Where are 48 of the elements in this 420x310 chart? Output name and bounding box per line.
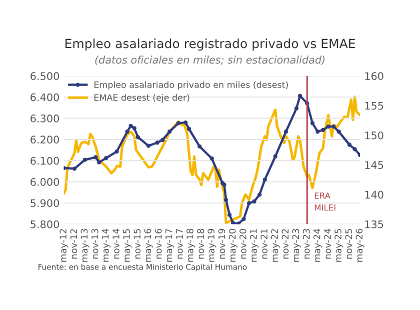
chart-subtitle: (datos oficiales en miles; sin estacionalidad) (95, 56, 324, 65)
x-tick-label: may-16 (144, 228, 153, 262)
y-tick-label: 6.500 (30, 72, 59, 80)
ref-line-label: ERA MILEI (314, 192, 336, 211)
x-tick-label: may-13 (80, 229, 90, 262)
x-tick-label: may-21 (250, 229, 259, 262)
x-tick-label: may-23 (292, 229, 301, 262)
x-tick-label: nov-25 (345, 229, 352, 259)
y-tick-label: 6.100 (30, 156, 59, 165)
chart-title: Empleo asalariado registrado privado vs EMAE (65, 38, 355, 51)
x-tick-label: nov-17 (176, 229, 183, 259)
y2-tick-label: 155 (365, 102, 384, 110)
x-tick-label: nov-15 (134, 229, 141, 259)
y-tick-label: 5.900 (30, 199, 59, 208)
y2-tick-label: 140 (365, 190, 384, 199)
x-tick-label: may-19 (208, 228, 216, 262)
x-tick-label: may-22 (271, 229, 280, 262)
y2-tick-label: 135 (365, 220, 384, 228)
x-tick-label: nov-16 (154, 228, 162, 259)
x-tick-label: may-26 (356, 228, 364, 262)
x-tick-label: nov-14 (112, 228, 120, 259)
legend-label: Empleo asalariado privado en miles (desest) (94, 81, 288, 90)
x-tick-label: nov-12 (70, 229, 78, 259)
x-tick-label: nov-21 (260, 229, 268, 259)
y2-tick-label: 145 (365, 161, 384, 169)
x-tick-label: nov-24 (324, 228, 331, 259)
y-tick-label: 6.200 (30, 136, 59, 144)
x-tick-label: may-20 (228, 228, 238, 262)
x-tick-label: may-12 (60, 229, 68, 262)
x-tick-label: nov-22 (282, 229, 289, 259)
x-tick-label: nov-13 (91, 229, 98, 259)
x-tick-label: may-14 (102, 228, 110, 262)
y-tick-label: 5.800 (30, 220, 59, 228)
x-tick-label: may-18 (186, 228, 196, 262)
x-tick-label: nov-18 (197, 228, 204, 259)
y2-tick-label: 150 (365, 131, 384, 140)
y-tick-label: 6.400 (30, 93, 59, 102)
x-tick-label: may-25 (334, 229, 344, 262)
legend-label: EMAE desest (eje der) (94, 94, 190, 103)
x-tick-label: nov-19 (218, 228, 226, 259)
x-tick-label: may-24 (313, 228, 322, 262)
x-tick-label: may-17 (165, 229, 174, 262)
x-tick-label: may-15 (123, 229, 132, 262)
x-tick-label: nov-23 (302, 229, 310, 259)
y-tick-label: 6.300 (30, 114, 59, 122)
y2-tick-label: 160 (365, 72, 384, 80)
y-tick-label: 6.000 (30, 178, 59, 186)
x-tick-label: nov-20 (240, 228, 246, 259)
